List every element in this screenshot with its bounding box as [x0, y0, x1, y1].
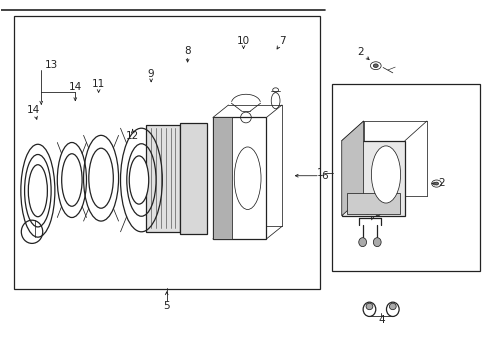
Text: 10: 10: [237, 36, 249, 46]
Bar: [346, 193, 399, 214]
Ellipse shape: [366, 303, 372, 310]
Bar: [212, 117, 266, 239]
Polygon shape: [341, 121, 363, 216]
Text: 7: 7: [279, 36, 285, 46]
Ellipse shape: [371, 146, 400, 203]
Text: 2: 2: [356, 47, 363, 57]
Ellipse shape: [372, 64, 377, 67]
Text: 12: 12: [126, 131, 139, 141]
Text: 14: 14: [68, 82, 82, 92]
Text: 6: 6: [320, 171, 327, 181]
Text: 13: 13: [45, 60, 58, 70]
Ellipse shape: [129, 156, 148, 204]
Text: 2: 2: [437, 178, 444, 188]
Text: 14: 14: [26, 105, 40, 115]
Bar: [331, 84, 479, 271]
Text: 5: 5: [163, 301, 170, 311]
Ellipse shape: [434, 182, 438, 185]
Bar: [180, 123, 206, 234]
Bar: [146, 125, 180, 232]
Ellipse shape: [388, 303, 395, 310]
Bar: [341, 141, 404, 216]
Text: 3: 3: [373, 208, 380, 218]
Ellipse shape: [358, 238, 366, 247]
Text: 4: 4: [378, 315, 385, 325]
Bar: [212, 117, 231, 239]
Ellipse shape: [234, 147, 261, 210]
Text: 11: 11: [92, 79, 105, 89]
Ellipse shape: [372, 238, 380, 247]
Text: 8: 8: [184, 46, 190, 57]
Text: 9: 9: [147, 69, 154, 79]
Text: 1: 1: [316, 168, 323, 178]
Bar: [14, 16, 319, 289]
